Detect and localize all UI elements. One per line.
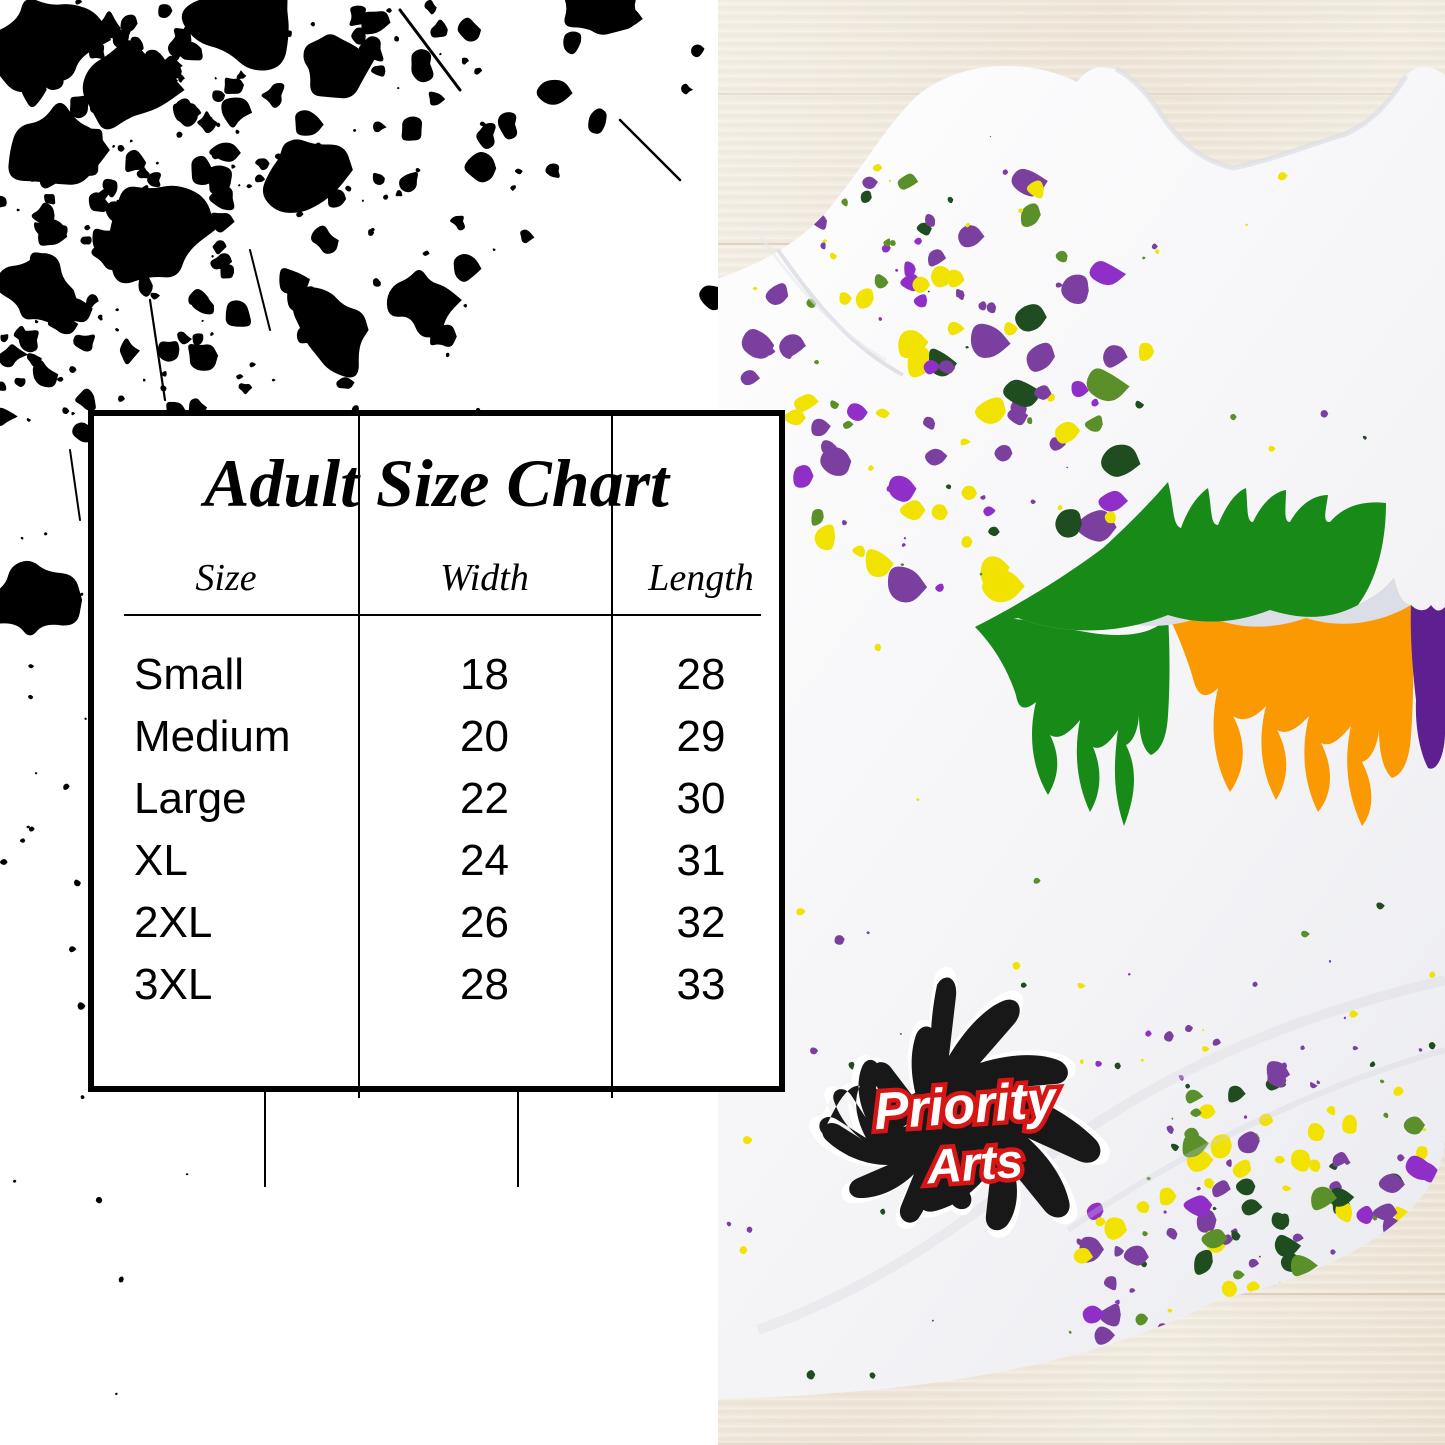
- svg-text:Arts: Arts: [924, 1135, 1024, 1195]
